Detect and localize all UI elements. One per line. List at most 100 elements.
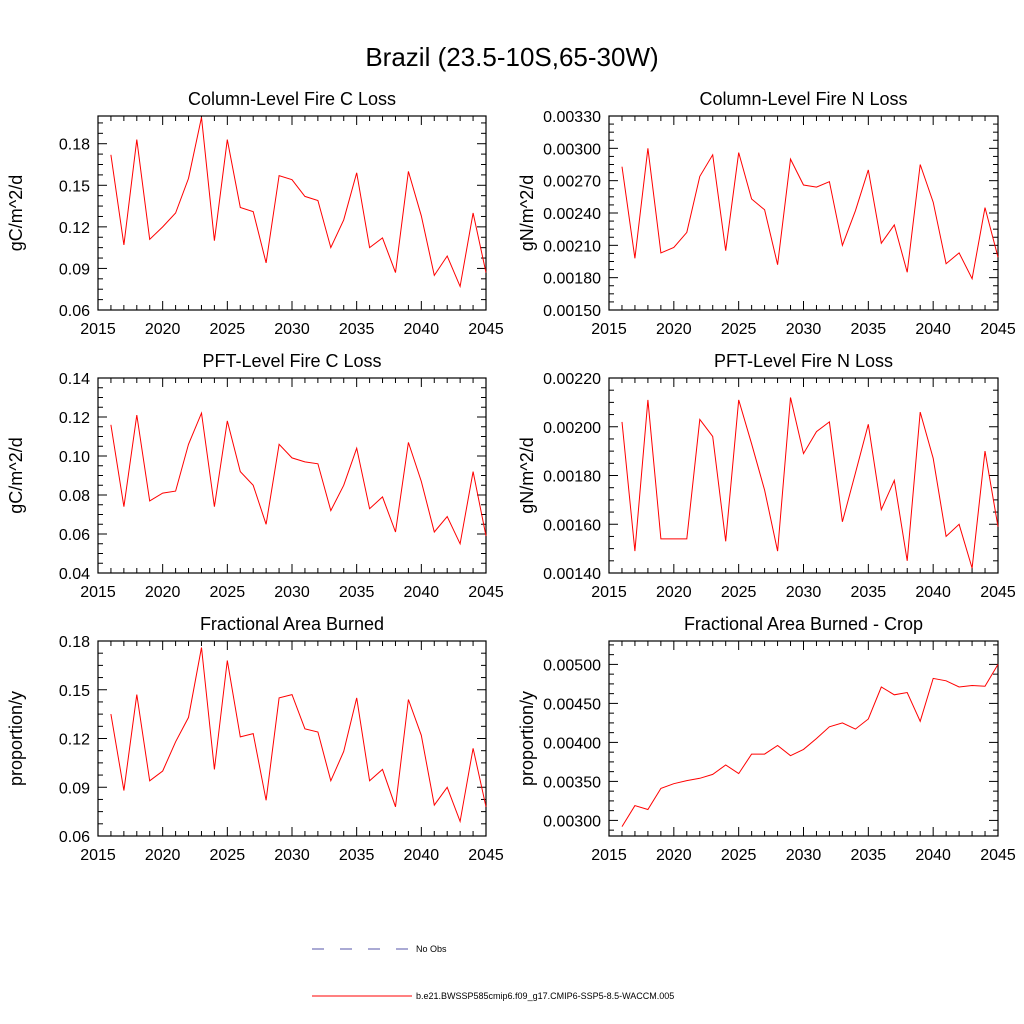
y-tick-label: 0.12 [59,732,90,749]
x-tick-label: 2040 [404,321,440,338]
panel-title: Fractional Area Burned - Crop [684,614,923,634]
y-tick-label: 0.09 [59,261,90,278]
x-tick-label: 2025 [210,584,246,601]
y-axis-label: gN/m^2/d [517,175,537,251]
y-axis-label: proportion/y [6,691,26,786]
x-tick-label: 2040 [915,584,951,601]
panels: Column-Level Fire C Loss gC/m^2/d 2015 2020… [6,89,1016,864]
x-tick-label: 2035 [851,847,887,864]
plot-frame [97,640,487,837]
y-tick-label: 0.10 [59,449,90,466]
x-tick-label: 2045 [468,321,504,338]
y-tick-label: 0.00180 [543,469,601,486]
plot-frame [97,377,487,574]
x-tick-label: 2045 [980,321,1016,338]
y-tick-label: 0.18 [59,634,90,651]
x-tick-label: 2025 [721,584,757,601]
plot-frame [608,640,999,837]
x-tick-label: 2030 [786,584,822,601]
plot-frame [608,115,999,311]
panel-title: PFT-Level Fire C Loss [202,351,381,371]
y-tick-label: 0.00240 [543,206,601,223]
y-tick-label: 0.06 [59,829,90,846]
legend-label-no-obs: No Obs [416,944,447,954]
y-tick-label: 0.00210 [543,238,601,255]
x-tick-label: 2040 [915,321,951,338]
y-tick-label: 0.00180 [543,271,601,288]
y-tick-label: 0.00300 [543,141,601,158]
y-tick-label: 0.12 [59,410,90,427]
y-tick-label: 0.00200 [543,420,601,437]
x-tick-label: 2040 [915,847,951,864]
x-tick-label: 2020 [656,584,692,601]
y-tick-label: 0.00150 [543,303,601,320]
series-line [621,148,999,281]
panel-title: Fractional Area Burned [200,614,384,634]
y-tick-label: 0.00300 [543,813,601,830]
x-tick-label: 2025 [210,321,246,338]
x-tick-label: 2025 [721,847,757,864]
legend-entry-no-obs: No Obs [312,944,447,954]
legend: No Obs b.e21.BWSSP585cmip6.f09_g17.CMIP6… [312,944,674,1001]
x-tick-label: 2035 [339,584,375,601]
x-tick-label: 2015 [591,321,627,338]
x-tick-label: 2015 [591,847,627,864]
panel-fractional-area-burned-crop: Fractional Area Burned - Crop proportion/… [517,614,1016,864]
panel-title: Column-Level Fire C Loss [188,89,396,109]
y-tick-label: 0.06 [59,527,90,544]
x-tick-label: 2030 [786,321,822,338]
plot-frame [608,377,999,574]
y-tick-label: 0.15 [59,683,90,700]
y-axis-label: gC/m^2/d [6,437,26,513]
x-tick-label: 2030 [786,847,822,864]
x-tick-label: 2045 [980,584,1016,601]
x-tick-label: 2015 [591,584,627,601]
panel-title: PFT-Level Fire N Loss [714,351,893,371]
y-tick-label: 0.12 [59,220,90,237]
x-tick-label: 2015 [80,321,116,338]
x-tick-label: 2020 [656,321,692,338]
x-tick-label: 2035 [851,584,887,601]
x-tick-label: 2030 [274,847,310,864]
x-tick-label: 2025 [210,847,246,864]
y-tick-label: 0.00450 [543,696,601,713]
x-tick-label: 2045 [980,847,1016,864]
y-tick-label: 0.00270 [543,174,601,191]
legend-entry-model: b.e21.BWSSP585cmip6.f09_g17.CMIP6-SSP5-8… [312,991,674,1001]
y-tick-label: 0.00500 [543,657,601,674]
x-tick-label: 2035 [339,847,375,864]
y-axis-label: gN/m^2/d [517,437,537,513]
panel-column-level-fire-n-loss: Column-Level Fire N Loss gN/m^2/d 2015 2020… [517,89,1016,338]
y-tick-label: 0.18 [59,137,90,154]
x-tick-label: 2015 [80,847,116,864]
series-line [110,647,487,824]
panel-fractional-area-burned: Fractional Area Burned proportion/y 2015 20… [6,614,504,864]
panel-column-level-fire-c-loss: Column-Level Fire C Loss gC/m^2/d 2015 2020… [6,89,504,338]
x-tick-label: 2035 [339,321,375,338]
y-tick-label: 0.00350 [543,774,601,791]
y-tick-label: 0.00400 [543,735,601,752]
y-tick-label: 0.08 [59,488,90,505]
y-tick-label: 0.06 [59,303,90,320]
series-line [110,117,487,289]
series-line [621,397,999,569]
y-tick-label: 0.00140 [543,566,601,583]
x-tick-label: 2025 [721,321,757,338]
y-tick-label: 0.00220 [543,371,601,388]
x-tick-label: 2040 [404,584,440,601]
x-tick-label: 2045 [468,847,504,864]
y-tick-label: 0.00330 [543,109,601,126]
y-tick-label: 0.09 [59,780,90,797]
x-tick-label: 2030 [274,584,310,601]
x-tick-label: 2015 [80,584,116,601]
legend-label-model: b.e21.BWSSP585cmip6.f09_g17.CMIP6-SSP5-8… [416,991,674,1001]
series-line [110,411,487,546]
x-tick-label: 2045 [468,584,504,601]
panel-pft-level-fire-c-loss: PFT-Level Fire C Loss gC/m^2/d 2015 2020 202… [6,351,504,601]
panel-pft-level-fire-n-loss: PFT-Level Fire N Loss gN/m^2/d 2015 2020 202… [517,351,1016,601]
y-tick-label: 0.00160 [543,517,601,534]
x-tick-label: 2020 [656,847,692,864]
x-tick-label: 2030 [274,321,310,338]
y-axis-label: proportion/y [517,691,537,786]
